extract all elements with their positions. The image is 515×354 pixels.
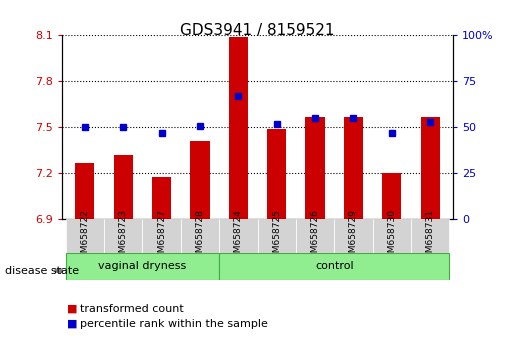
Bar [104,219,142,253]
Bar [181,219,219,253]
Bar [219,219,258,253]
Text: transformed count: transformed count [80,304,183,314]
Bar [219,253,450,280]
Bar [75,163,94,219]
Text: GSM658730: GSM658730 [387,209,397,264]
Bar [411,219,450,253]
Bar [334,219,373,253]
Text: GSM658725: GSM658725 [272,209,281,264]
Bar [305,117,324,219]
Bar [296,219,334,253]
Text: GSM658731: GSM658731 [426,209,435,264]
Text: GSM658724: GSM658724 [234,209,243,264]
Bar [142,219,181,253]
Bar [382,173,401,219]
Text: percentile rank within the sample: percentile rank within the sample [80,319,268,329]
Text: GSM658726: GSM658726 [311,209,320,264]
Bar [229,37,248,219]
Bar [152,177,171,219]
Bar [191,141,210,219]
Bar [373,219,411,253]
Text: GSM658723: GSM658723 [118,209,128,264]
Text: vaginal dryness: vaginal dryness [98,261,186,272]
Bar [65,219,104,253]
Bar [344,117,363,219]
Text: GSM658727: GSM658727 [157,209,166,264]
Text: ■: ■ [67,319,77,329]
Text: GDS3941 / 8159521: GDS3941 / 8159521 [180,23,335,38]
Text: ■: ■ [67,304,77,314]
Text: disease state: disease state [5,266,79,276]
Bar [267,129,286,219]
Text: GSM658729: GSM658729 [349,209,358,264]
Text: control: control [315,261,354,272]
Text: GSM658728: GSM658728 [195,209,204,264]
Bar [65,253,219,280]
Bar [421,117,440,219]
Bar [258,219,296,253]
Text: GSM658722: GSM658722 [80,209,89,264]
Bar [114,155,133,219]
